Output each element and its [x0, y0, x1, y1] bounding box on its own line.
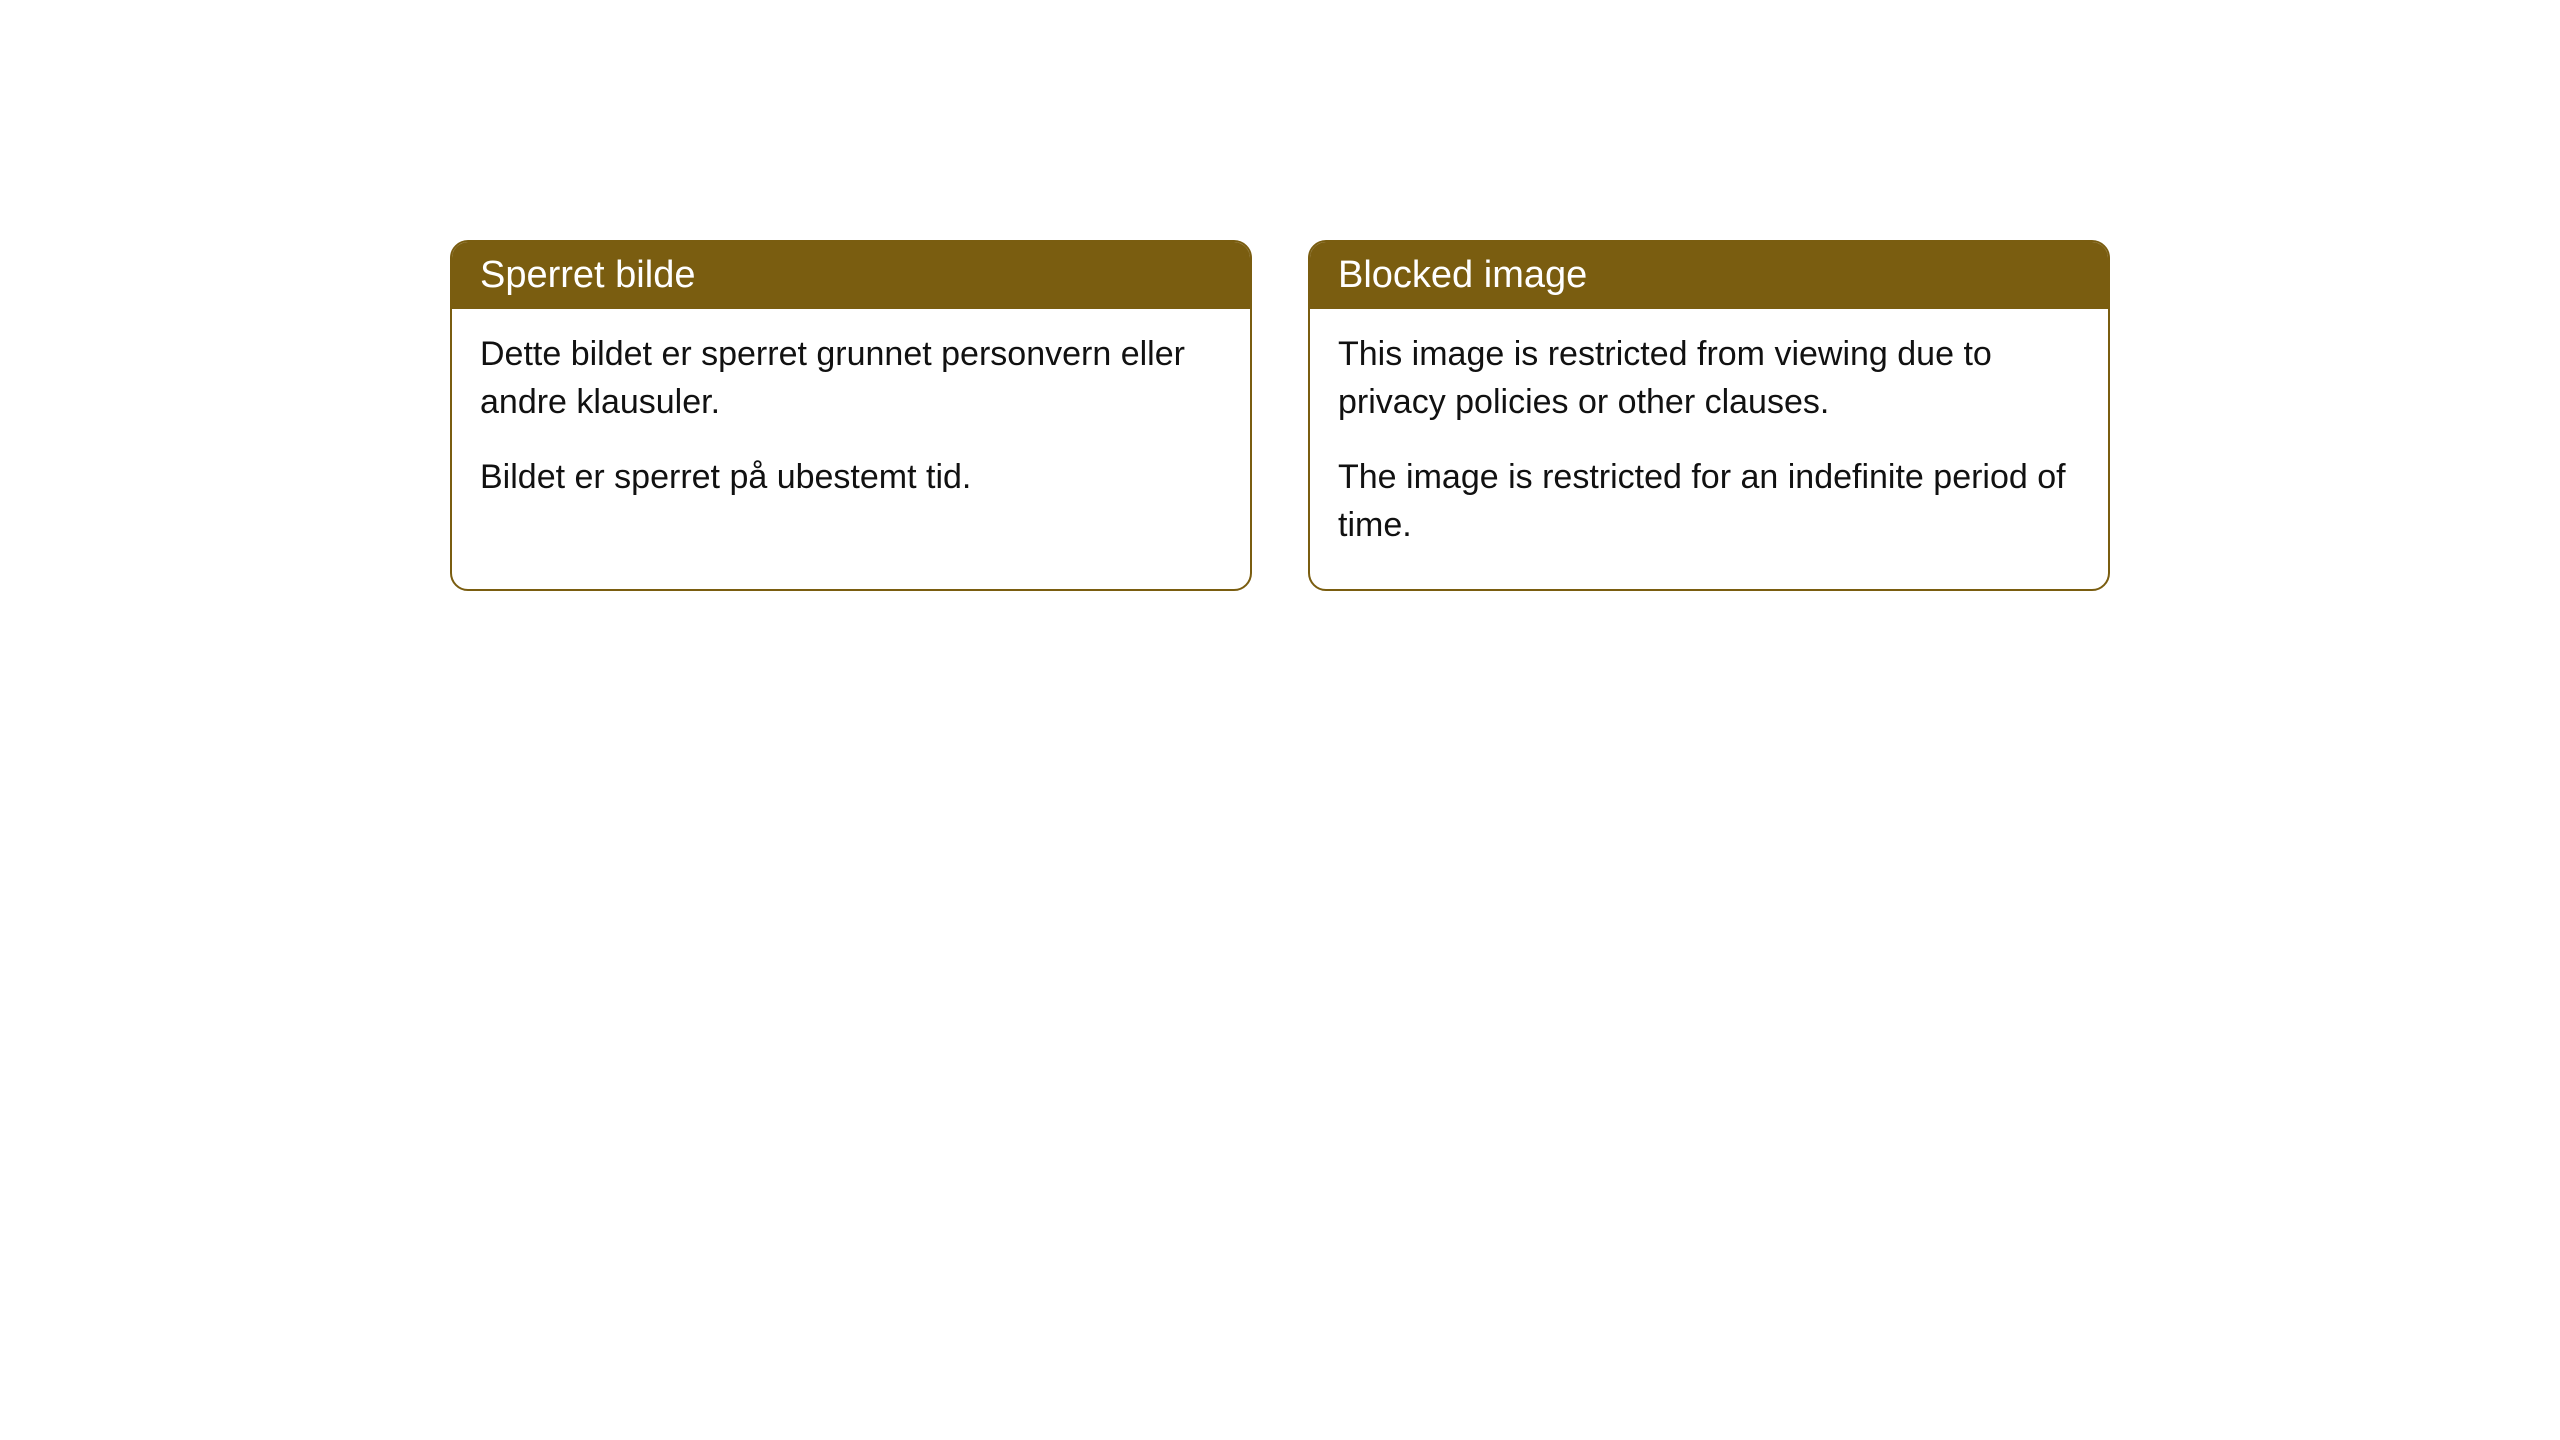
card-header: Blocked image — [1310, 242, 2108, 309]
card-text-line: This image is restricted from viewing du… — [1338, 331, 2080, 426]
card-header: Sperret bilde — [452, 242, 1250, 309]
card-text-line: Bildet er sperret på ubestemt tid. — [480, 454, 1222, 502]
card-text-line: Dette bildet er sperret grunnet personve… — [480, 331, 1222, 426]
blocked-image-card-en: Blocked image This image is restricted f… — [1308, 240, 2110, 591]
card-body: This image is restricted from viewing du… — [1310, 309, 2108, 589]
card-text-line: The image is restricted for an indefinit… — [1338, 454, 2080, 549]
card-body: Dette bildet er sperret grunnet personve… — [452, 309, 1250, 542]
card-title: Sperret bilde — [480, 254, 695, 296]
blocked-image-card-no: Sperret bilde Dette bildet er sperret gr… — [450, 240, 1252, 591]
notice-cards-row: Sperret bilde Dette bildet er sperret gr… — [450, 240, 2110, 591]
card-title: Blocked image — [1338, 254, 1587, 296]
